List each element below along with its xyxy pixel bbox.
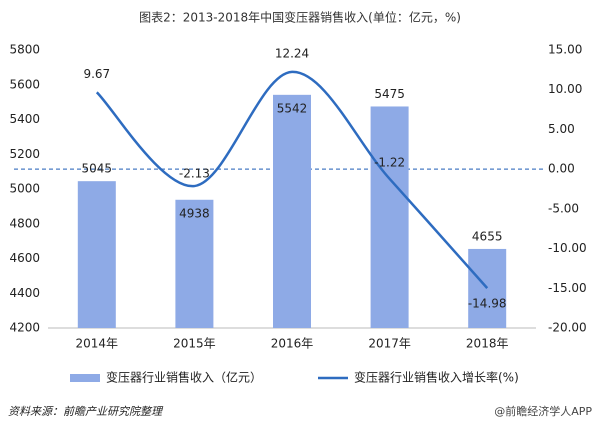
y2-tick-label: -5.00 <box>548 201 579 215</box>
bar <box>175 199 214 328</box>
y2-tick-label: 10.00 <box>548 82 582 96</box>
y2-tick-label: -20.00 <box>548 321 587 335</box>
x-tick-label: 2017年 <box>368 337 411 351</box>
y-tick-label: 5000 <box>9 182 40 196</box>
y2-tick-label: 15.00 <box>548 43 582 57</box>
legend-swatch <box>70 374 100 382</box>
bar <box>77 181 116 328</box>
source: 资料来源：前瞻产业研究院整理 <box>8 405 164 418</box>
bar-label: 5475 <box>374 87 405 101</box>
y-tick-label: 4400 <box>9 286 40 300</box>
y-tick-label: 4600 <box>9 251 40 265</box>
bar-label: 5045 <box>82 162 113 176</box>
y2-tick-label: 5.00 <box>548 122 575 136</box>
watermark: @前瞻经济学人APP <box>494 404 592 418</box>
x-tick-label: 2014年 <box>76 337 119 351</box>
bar <box>468 248 507 328</box>
x-tick-label: 2018年 <box>466 337 509 351</box>
x-tick-label: 2016年 <box>271 337 314 351</box>
y-tick-label: 4200 <box>9 321 40 335</box>
legend-label: 变压器行业销售收入（亿元） <box>106 370 262 385</box>
y-tick-label: 4800 <box>9 216 40 230</box>
y2-tick-label: -10.00 <box>548 241 587 255</box>
bar <box>370 106 409 328</box>
line-label: -1.22 <box>374 155 405 169</box>
y-tick-label: 5800 <box>9 43 40 57</box>
bar-label: 4938 <box>179 206 210 220</box>
y2-tick-label: -15.00 <box>548 281 587 295</box>
line <box>95 70 489 289</box>
chart-title: 图表2：2013-2018年中国变压器销售收入(单位：亿元，%) <box>139 10 461 25</box>
line-label: 9.67 <box>83 67 110 81</box>
bar-label: 5542 <box>277 101 308 115</box>
bar <box>273 94 311 328</box>
y-tick-label: 5400 <box>9 112 40 126</box>
line-label: 12.24 <box>275 46 309 60</box>
bar-label: 4655 <box>472 229 503 243</box>
legend-label: 变压器行业销售收入增长率(%) <box>354 370 519 385</box>
x-tick-label: 2015年 <box>173 337 216 351</box>
line-label: -14.98 <box>468 297 507 311</box>
y2-tick-label: 0.00 <box>548 162 575 176</box>
y-tick-label: 5600 <box>9 77 40 91</box>
y-tick-label: 5200 <box>9 147 40 161</box>
line-label: -2.13 <box>179 167 210 181</box>
